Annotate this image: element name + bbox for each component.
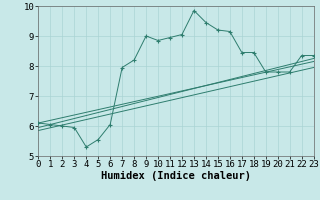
X-axis label: Humidex (Indice chaleur): Humidex (Indice chaleur) [101,171,251,181]
